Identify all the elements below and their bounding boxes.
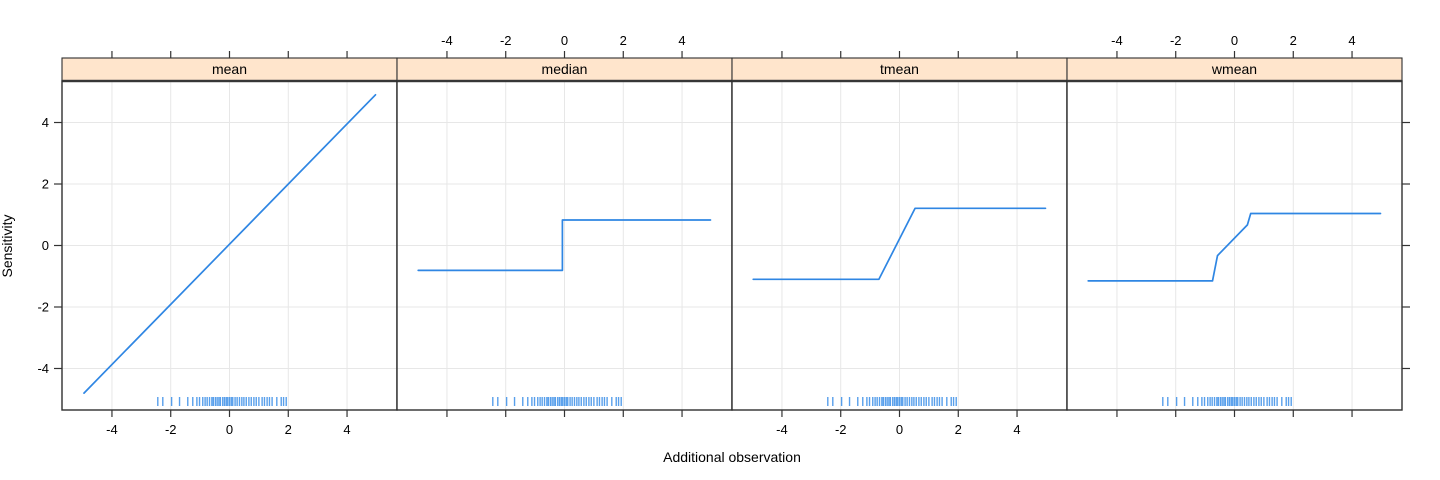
y-tick-label: -4 (37, 361, 49, 376)
x-tick-label: -4 (776, 422, 788, 437)
x-tick-label: 4 (1348, 33, 1355, 48)
x-tick-label: -2 (1170, 33, 1182, 48)
y-tick-label: 0 (42, 238, 49, 253)
x-tick-label: 2 (285, 422, 292, 437)
x-tick-label: 0 (561, 33, 568, 48)
x-tick-label: 2 (1290, 33, 1297, 48)
y-tick-label: -2 (37, 299, 49, 314)
strip-label: wmean (1211, 61, 1257, 77)
x-tick-label: 4 (1013, 422, 1020, 437)
x-tick-label: 2 (955, 422, 962, 437)
x-tick-label: -4 (441, 33, 453, 48)
y-tick-label: 2 (42, 177, 49, 192)
rug-mean (157, 397, 287, 406)
y-tick-label: 4 (42, 115, 49, 130)
x-tick-label: 4 (678, 33, 685, 48)
strip-label: mean (212, 61, 247, 77)
sensitivity-curve-mean (83, 93, 377, 394)
rug-wmean (1162, 397, 1292, 406)
strip-label: tmean (880, 61, 919, 77)
sensitivity-curve-wmean (1087, 212, 1382, 282)
strip-label: median (542, 61, 588, 77)
panel-median: median -4 -2 0 2 4 (396, 33, 733, 417)
panel-tmean: tmean -4 -2 0 2 4 (731, 51, 1068, 437)
sensitivity-curve-median (417, 219, 712, 272)
rug-median (492, 397, 622, 406)
x-tick-label: 4 (343, 422, 350, 437)
x-tick-label: 0 (1231, 33, 1238, 48)
x-tick-label: -4 (106, 422, 118, 437)
x-tick-label: 0 (896, 422, 903, 437)
x-tick-label: 2 (620, 33, 627, 48)
x-tick-label: -2 (500, 33, 512, 48)
x-tick-label: -2 (835, 422, 847, 437)
sensitivity-curve-tmean (752, 207, 1047, 281)
x-tick-label: 0 (226, 422, 233, 437)
x-axis-title: Additional observation (663, 449, 801, 465)
x-tick-label: -4 (1111, 33, 1123, 48)
panel-wmean: wmean -4 -2 0 2 4 (1066, 33, 1403, 417)
y-axis-title: Sensitivity (0, 214, 15, 278)
panel-mean: mean -4 -2 0 2 4 (61, 51, 398, 437)
x-tick-label: -2 (165, 422, 177, 437)
rug-tmean (827, 397, 957, 406)
